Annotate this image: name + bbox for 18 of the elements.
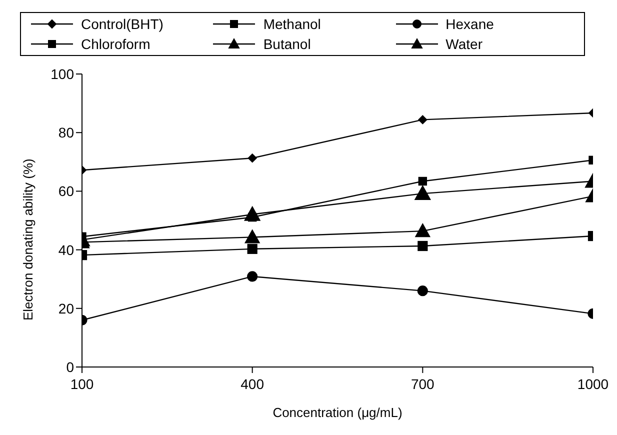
x-tick-label: 100: [70, 376, 94, 392]
legend-label: Hexane: [446, 16, 494, 32]
legend-label: Methanol: [263, 16, 321, 32]
legend-label: Control(BHT): [81, 16, 164, 32]
y-axis-title: Electron donating ability (%): [20, 158, 36, 320]
y-tick-label: 60: [58, 183, 74, 200]
legend-label: Chloroform: [81, 36, 150, 52]
x-tick-label: 700: [410, 376, 435, 392]
y-tick-label: 80: [58, 124, 74, 141]
y-tick-label: 40: [58, 242, 74, 258]
y-tick-label: 0: [66, 358, 74, 375]
x-tick-label: 1000: [577, 376, 609, 392]
y-tick-label: 20: [58, 300, 74, 316]
x-axis-title: Concentration (μg/mL): [272, 405, 402, 420]
x-tick-label: 400: [240, 376, 264, 392]
legend-label: Water: [446, 36, 482, 52]
y-tick-label: 100: [50, 66, 74, 82]
legend-label: Butanol: [263, 36, 311, 52]
